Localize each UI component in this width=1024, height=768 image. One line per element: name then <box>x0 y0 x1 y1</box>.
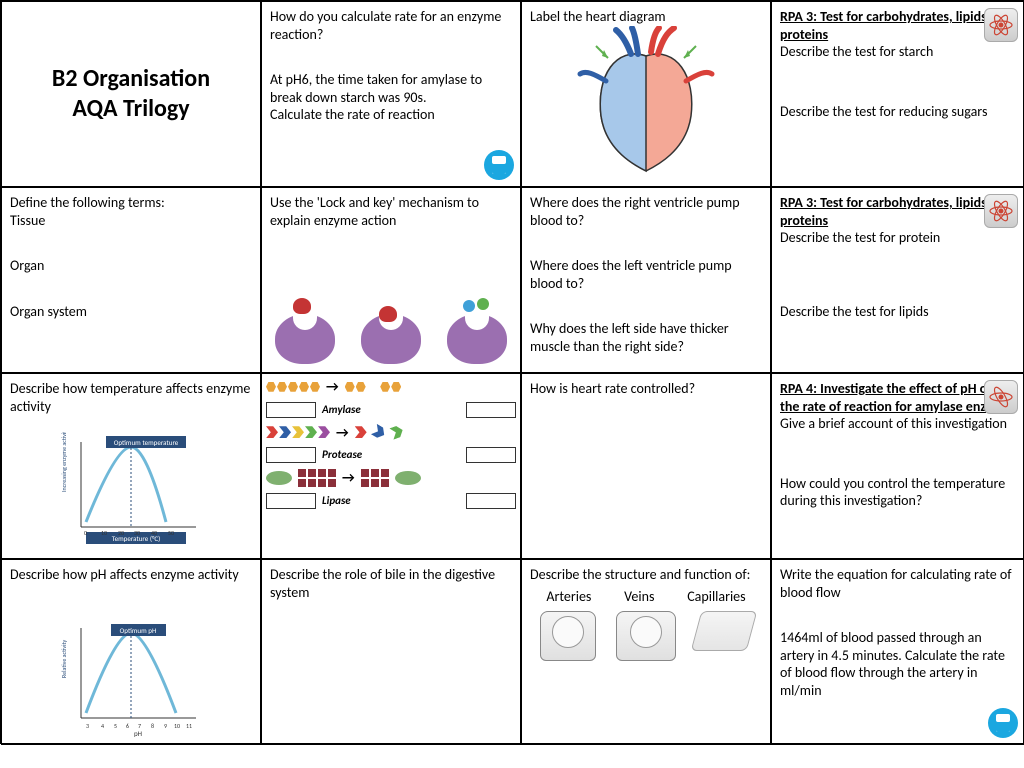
svg-text:0: 0 <box>84 529 87 537</box>
svg-text:4: 4 <box>101 722 104 730</box>
label-arteries: Arteries <box>546 588 591 606</box>
svg-text:Increasing enzyme activity: Increasing enzyme activity <box>60 432 68 492</box>
svg-text:6: 6 <box>126 722 129 730</box>
label-veins: Veins <box>624 588 654 606</box>
svg-text:8: 8 <box>151 722 154 730</box>
question: Describe how temperature affects enzyme … <box>10 380 252 415</box>
svg-text:9: 9 <box>164 722 167 730</box>
enzyme-types-diagram: → Amylase → Protease → Lipase <box>266 378 516 554</box>
prompt-a: Describe the test for starch <box>780 43 1016 61</box>
question: Use the 'Lock and key' mechanism to expl… <box>270 194 512 229</box>
question: Label the heart diagram <box>530 8 762 26</box>
question: Describe the role of bile in the digesti… <box>270 566 512 601</box>
rpa-heading: RPA 4: Investigate the effect of pH on t… <box>780 380 1016 415</box>
amylase-label: Amylase <box>322 403 361 417</box>
question: How do you calculate rate for an enzyme … <box>270 8 512 43</box>
prompt-b: How could you control the temperature du… <box>780 475 1016 510</box>
label-capillaries: Capillaries <box>687 588 745 606</box>
cell-bile: Describe the role of bile in the digesti… <box>261 559 521 745</box>
cell-blood-flow: Write the equation for calculating rate … <box>771 559 1024 745</box>
question: How is heart rate controlled? <box>530 380 762 398</box>
atom-icon <box>984 194 1018 228</box>
svg-text:40: 40 <box>151 529 157 537</box>
ph-graph: Optimum pH Relative activity 34567891011… <box>56 618 206 738</box>
prompt-a: Give a brief account of this investigati… <box>780 415 1016 433</box>
svg-text:20: 20 <box>118 529 124 537</box>
rpa-heading: RPA 3: Test for carbohydrates, lipids an… <box>780 8 1016 43</box>
cell-rpa3-a: RPA 3: Test for carbohydrates, lipids an… <box>771 1 1024 187</box>
atom-icon <box>984 380 1018 414</box>
prompt: At pH6, the time taken for amylase to br… <box>270 71 512 124</box>
term-organ-system: Organ system <box>10 303 252 321</box>
cell-rate-enzyme: How do you calculate rate for an enzyme … <box>261 1 521 187</box>
term-organ: Organ <box>10 257 252 275</box>
atom-icon <box>984 8 1018 42</box>
calculator-icon <box>484 150 514 180</box>
svg-text:3: 3 <box>86 722 89 730</box>
cell-heart-rate: How is heart rate controlled? <box>521 373 771 559</box>
rpa-heading: RPA 3: Test for carbohydrates, lipids an… <box>780 194 1016 229</box>
title-cell: B2 Organisation AQA Trilogy <box>1 1 261 187</box>
cell-define-terms: Define the following terms: Tissue Organ… <box>1 187 261 373</box>
prompt-b: Describe the test for reducing sugars <box>780 103 1016 121</box>
enzyme-illustration <box>262 314 520 364</box>
svg-text:Relative activity: Relative activity <box>60 639 68 678</box>
cell-enzyme-types: → Amylase → Protease → Lipase <box>261 373 521 559</box>
worksheet-grid: B2 Organisation AQA Trilogy How do you c… <box>0 0 1024 744</box>
title-line2: AQA Trilogy <box>52 94 210 124</box>
svg-text:10: 10 <box>174 722 180 730</box>
calculator-icon <box>988 708 1018 738</box>
temperature-graph: Optimum temperature Temperature (°C) Inc… <box>56 432 206 552</box>
heart-diagram <box>566 26 726 176</box>
svg-text:30: 30 <box>134 529 140 537</box>
cell-rpa3-b: RPA 3: Test for carbohydrates, lipids an… <box>771 187 1024 373</box>
svg-text:10: 10 <box>101 529 107 537</box>
protease-label: Protease <box>322 448 362 462</box>
lipase-label: Lipase <box>322 494 351 508</box>
cell-heart-label: Label the heart diagram <box>521 1 771 187</box>
svg-text:11: 11 <box>186 722 192 730</box>
svg-text:pH: pH <box>134 729 142 738</box>
svg-text:5: 5 <box>114 722 117 730</box>
cell-temp-enzyme: Describe how temperature affects enzyme … <box>1 373 261 559</box>
cell-ventricles: Where does the right ventricle pump bloo… <box>521 187 771 373</box>
vessel-diagrams <box>530 611 762 661</box>
q-b: Where does the left ventricle pump blood… <box>530 257 762 292</box>
q-a: Where does the right ventricle pump bloo… <box>530 194 762 229</box>
q-c: Why does the left side have thicker musc… <box>530 320 762 355</box>
prompt-a: Describe the test for protein <box>780 229 1016 247</box>
question: Describe the structure and function of: <box>530 566 762 584</box>
term-tissue: Tissue <box>10 212 252 230</box>
prompt-b: Describe the test for lipids <box>780 303 1016 321</box>
svg-text:Optimum temperature: Optimum temperature <box>114 438 179 447</box>
cell-rpa4: RPA 4: Investigate the effect of pH on t… <box>771 373 1024 559</box>
cell-ph-enzyme: Describe how pH affects enzyme activity … <box>1 559 261 745</box>
question: Define the following terms: <box>10 194 252 212</box>
question: Write the equation for calculating rate … <box>780 566 1016 601</box>
svg-text:50: 50 <box>168 529 174 537</box>
question: Describe how pH affects enzyme activity <box>10 566 252 584</box>
cell-vessels: Describe the structure and function of: … <box>521 559 771 745</box>
prompt: 1464ml of blood passed through an artery… <box>780 629 1016 699</box>
svg-text:Optimum pH: Optimum pH <box>120 626 157 635</box>
cell-lock-key: Use the 'Lock and key' mechanism to expl… <box>261 187 521 373</box>
title-line1: B2 Organisation <box>52 64 210 94</box>
